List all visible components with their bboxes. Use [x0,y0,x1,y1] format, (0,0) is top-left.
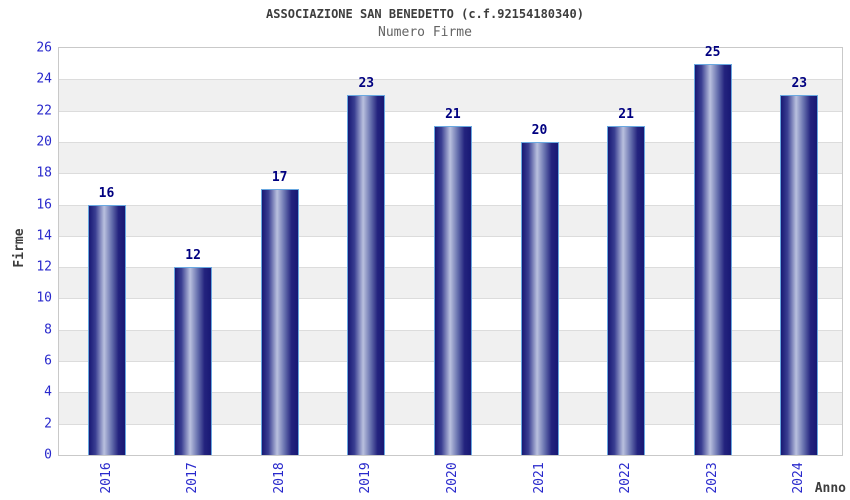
x-tick-label: 2017 [185,462,201,494]
bar-value-label: 20 [531,122,548,138]
bar-2016 [87,204,126,455]
bar-2023 [693,63,732,455]
y-tick-label: 0 [44,447,52,463]
bar-value-label: 23 [358,75,375,91]
bar-2020 [433,126,472,455]
bar-value-label: 21 [445,107,461,123]
chart-subtitle: Numero Firme [378,25,472,40]
y-tick-label: 16 [36,197,52,213]
x-tick-label: 2020 [444,462,460,494]
y-tick-label: 6 [44,353,52,369]
bar-value-label: 23 [791,75,808,91]
bar-value-label: 25 [704,44,721,60]
plot-area: 16 12 17 23 21 20 21 25 23 [58,44,843,456]
y-tick-label: 12 [36,259,52,275]
bar-2019 [347,94,386,455]
bar-2024 [780,94,819,455]
x-tick-label: 2021 [531,462,547,494]
y-tick-label: 4 [44,384,52,400]
y-tick-label: 22 [36,103,52,119]
y-tick-label: 20 [36,134,52,150]
y-tick-label: 8 [44,322,52,338]
x-tick-label: 2024 [791,462,807,494]
x-axis-title: Anno [814,481,846,496]
bar-2021 [520,141,559,455]
bar-2022 [607,126,646,455]
x-tick-label: 2022 [618,462,634,494]
y-axis-title: Firme [12,228,27,268]
x-tick-label: 2018 [271,462,287,494]
y-tick-label: 14 [36,228,52,244]
y-tick-label: 2 [44,416,52,432]
x-tick-label: 2023 [704,462,720,494]
bar-2018 [260,188,299,455]
bar-2017 [174,267,213,455]
y-tick-label: 10 [36,290,52,306]
y-tick-label: 18 [36,165,52,181]
gridline [59,79,842,81]
gridline [59,110,842,112]
y-tick-label: 24 [36,71,52,87]
x-tick-label: 2019 [358,462,374,494]
bar-value-label: 21 [618,107,634,123]
y-tick-label: 26 [36,40,52,56]
bar-value-label: 12 [185,248,201,264]
chart-title: ASSOCIAZIONE SAN BENEDETTO (c.f.92154180… [266,7,584,21]
bar-value-label: 16 [98,185,115,201]
bar-value-label: 17 [271,169,288,185]
x-tick-label: 2016 [98,462,114,494]
